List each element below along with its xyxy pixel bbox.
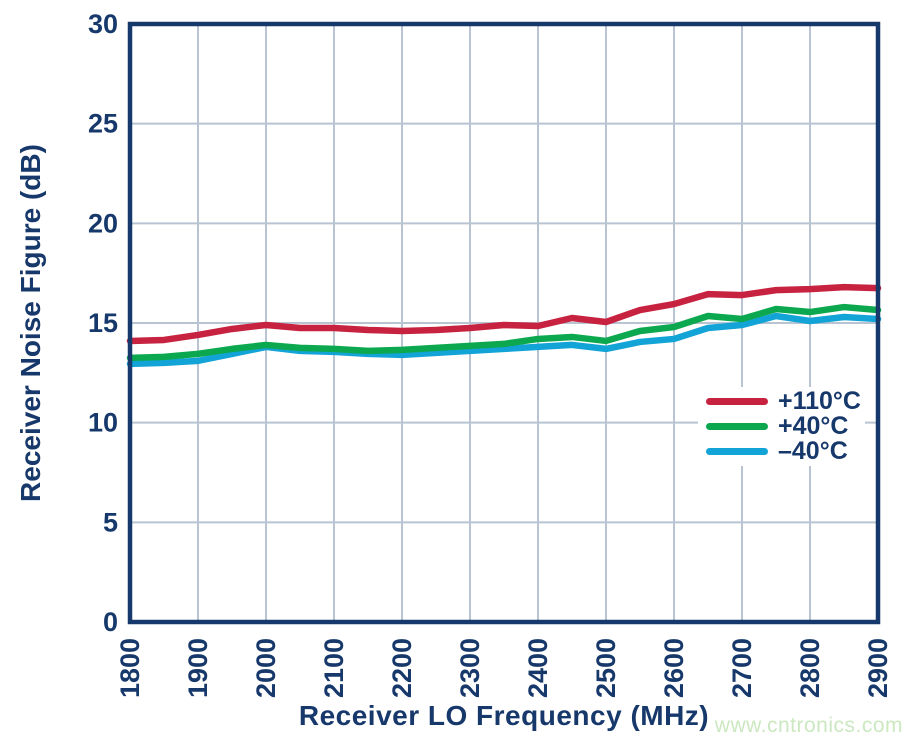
svg-text:2900: 2900 [863,638,893,698]
legend-line-swatch-blue [706,448,768,455]
legend-label: +40°C [778,412,849,440]
svg-text:2800: 2800 [795,638,825,698]
data-series-lines [126,283,882,368]
svg-text:30: 30 [88,9,118,39]
legend-item-minus40c: –40°C [706,439,861,464]
y-axis-title: Receiver Noise Figure (dB) [15,144,46,502]
svg-text:1800: 1800 [115,638,145,698]
watermark-text: www.cntronics.com [714,714,903,737]
svg-text:0: 0 [103,607,118,637]
legend-line-swatch-red [706,398,768,405]
y-axis-tick-labels: 0 5 10 15 20 25 30 [88,9,118,637]
legend-item-plus110c: +110°C [706,389,861,414]
x-axis-tick-labels: 1800 1900 2000 2100 2200 2300 2400 2500 2600 2700… [115,638,893,698]
legend-line-swatch-green [706,423,768,430]
svg-text:10: 10 [88,408,118,438]
plot-border [127,21,881,625]
legend-label: –40°C [778,437,848,465]
svg-text:2500: 2500 [591,638,621,698]
legend: +110°C +40°C –40°C [698,387,865,466]
svg-text:1900: 1900 [183,638,213,698]
svg-text:20: 20 [88,208,118,238]
svg-text:2300: 2300 [455,638,485,698]
legend-item-plus40c: +40°C [706,414,861,439]
svg-text:2200: 2200 [387,638,417,698]
svg-text:2000: 2000 [251,638,281,698]
x-axis-title: Receiver LO Frequency (MHz) [298,700,710,731]
svg-text:2600: 2600 [659,638,689,698]
legend-label: +110°C [778,387,861,415]
svg-text:2700: 2700 [727,638,757,698]
svg-text:2400: 2400 [523,638,553,698]
svg-text:2100: 2100 [319,638,349,698]
svg-text:5: 5 [103,507,118,537]
svg-text:15: 15 [88,308,118,338]
svg-text:25: 25 [88,109,118,139]
